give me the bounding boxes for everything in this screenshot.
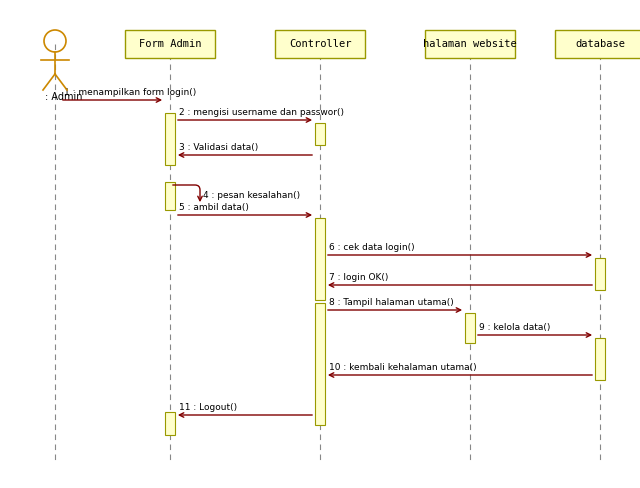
Text: 5 : ambil data(): 5 : ambil data() xyxy=(179,203,249,212)
Bar xyxy=(555,30,640,58)
Text: Form Admin: Form Admin xyxy=(139,39,201,49)
Bar xyxy=(165,113,175,165)
Bar xyxy=(595,338,605,380)
Text: 11 : Logout(): 11 : Logout() xyxy=(179,403,237,412)
Text: 2 : mengisi username dan passwor(): 2 : mengisi username dan passwor() xyxy=(179,108,344,117)
Bar xyxy=(125,30,215,58)
Text: Controller: Controller xyxy=(289,39,351,49)
Text: 3 : Validasi data(): 3 : Validasi data() xyxy=(179,143,259,152)
Bar xyxy=(165,412,175,435)
Text: : Admin: : Admin xyxy=(45,92,83,102)
Bar xyxy=(275,30,365,58)
Bar xyxy=(315,218,325,300)
Text: 6 : cek data login(): 6 : cek data login() xyxy=(329,243,415,252)
Bar xyxy=(465,313,475,343)
Text: halaman website: halaman website xyxy=(423,39,517,49)
Bar xyxy=(165,182,175,210)
Text: database: database xyxy=(575,39,625,49)
Text: 1 : menampilkan form login(): 1 : menampilkan form login() xyxy=(64,88,196,97)
Text: 4 : pesan kesalahan(): 4 : pesan kesalahan() xyxy=(203,190,300,200)
Bar xyxy=(315,303,325,425)
Bar xyxy=(315,123,325,145)
Bar xyxy=(595,258,605,290)
Text: 9 : kelola data(): 9 : kelola data() xyxy=(479,323,550,332)
Text: 10 : kembali kehalaman utama(): 10 : kembali kehalaman utama() xyxy=(329,363,477,372)
Bar xyxy=(425,30,515,58)
Text: 8 : Tampil halaman utama(): 8 : Tampil halaman utama() xyxy=(329,298,454,307)
Text: 7 : login OK(): 7 : login OK() xyxy=(329,273,388,282)
